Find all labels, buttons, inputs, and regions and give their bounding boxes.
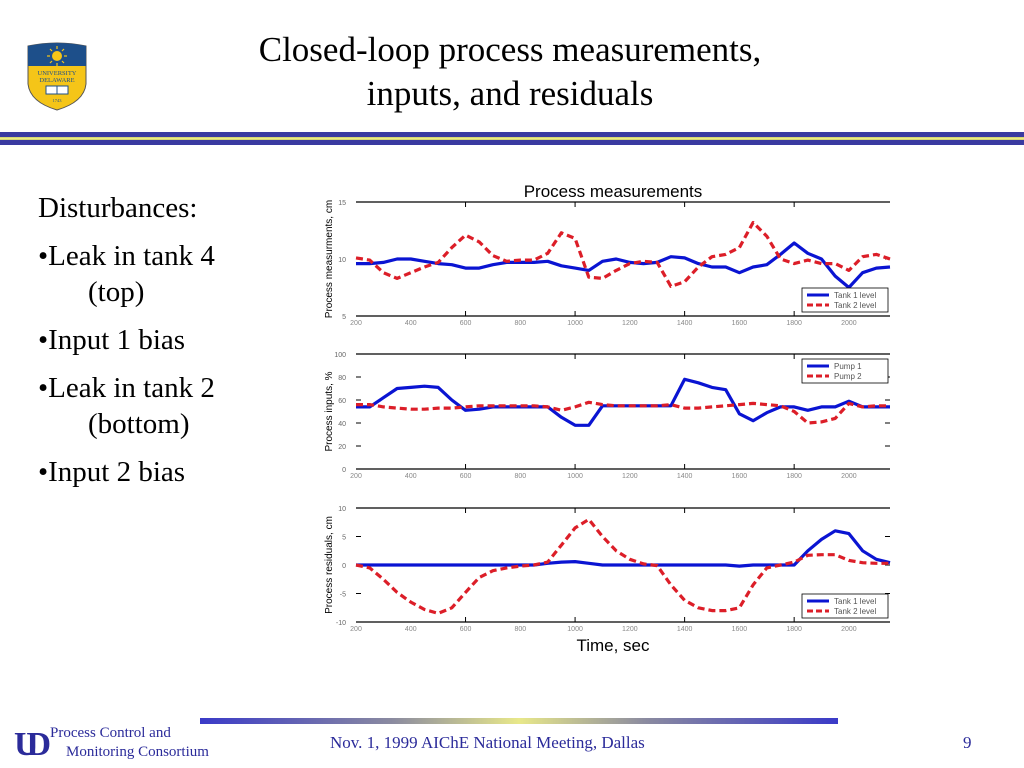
x-tick-label: 600 [460, 626, 472, 633]
x-tick-label: 600 [460, 473, 472, 480]
slide-title: Closed-loop process measurements, inputs… [200, 28, 820, 116]
x-tick-label: 200 [350, 626, 362, 633]
x-tick-label: 2000 [841, 473, 857, 480]
x-tick-label: 1400 [677, 473, 693, 480]
list-item-label: •Input 1 bias [38, 324, 186, 356]
title-line-1: Closed-loop process measurements, [258, 30, 762, 69]
list-heading: Disturbances: [38, 192, 198, 224]
list-item: •Input 1 bias [38, 322, 215, 358]
x-tick-label: 400 [405, 626, 417, 633]
x-tick-label: 200 [350, 320, 362, 327]
y-tick-label: -10 [336, 620, 346, 627]
series-line-tank-2-level [355, 517, 890, 615]
university-of-delaware-shield-icon: UNIVERSITY DELAWARE 1743 [27, 42, 87, 111]
list-item: •Leak in tank 2 (bottom) [38, 370, 215, 442]
y-tick-label: 5 [342, 535, 346, 542]
title-line-2: inputs, and residuals [366, 74, 654, 113]
legend-box [801, 358, 889, 384]
x-tick-label: 1800 [786, 473, 802, 480]
x-tick-label: 1400 [677, 626, 693, 633]
x-tick-label: 1000 [567, 473, 583, 480]
x-tick-label: 800 [514, 626, 526, 633]
list-item-sub: (bottom) [88, 408, 190, 440]
y-tick-label: 15 [338, 200, 346, 207]
x-tick-label: 1800 [786, 320, 802, 327]
footer-organization: Process Control and Monitoring Consortiu… [50, 724, 209, 762]
y-tick-label: 5 [342, 314, 346, 321]
legend-label: Tank 1 level [834, 291, 876, 300]
x-tick-label: 200 [350, 473, 362, 480]
disturbance-list: Disturbances: •Leak in tank 4 (top) •Inp… [38, 190, 215, 490]
y-tick-label: -5 [340, 592, 346, 599]
footer-rule [200, 718, 838, 724]
x-tick-label: 1200 [622, 320, 638, 327]
y-tick-label: 40 [338, 421, 346, 428]
y-axis-label: Process measurments, cm [324, 200, 335, 318]
x-tick-label: 2000 [841, 320, 857, 327]
series-line-pump-2 [356, 400, 890, 425]
x-tick-label: 400 [405, 320, 417, 327]
y-tick-label: 10 [338, 257, 346, 264]
y-axis-label: Process residuals, cm [324, 516, 335, 614]
ud-logo-icon: UD [14, 726, 51, 763]
y-axis-label: Process inputs, % [324, 371, 335, 451]
legend-box [801, 593, 889, 619]
y-tick-label: 60 [338, 398, 346, 405]
y-tick-label: 10 [338, 506, 346, 513]
y-tick-label: 0 [342, 467, 346, 474]
chart-panel-1: 200 400 600 800 1000 1200 1400 1600 1800 2000 5 10 1… [324, 182, 891, 327]
x-tick-label: 1800 [786, 626, 802, 633]
legend-label: Tank 2 level [834, 301, 876, 310]
x-tick-label: 1200 [622, 626, 638, 633]
x-tick-label: 1600 [732, 320, 748, 327]
legend-label: Tank 1 level [834, 597, 876, 606]
list-item: •Leak in tank 4 (top) [38, 238, 215, 310]
svg-text:DELAWARE: DELAWARE [39, 77, 74, 84]
x-tick-label: 800 [514, 473, 526, 480]
logo-year: 1743 [53, 98, 63, 103]
x-tick-label: 1400 [677, 320, 693, 327]
y-tick-label: 80 [338, 375, 346, 382]
y-tick-label: 0 [342, 563, 346, 570]
footer-org-line-2: Monitoring Consortium [66, 744, 209, 760]
legend-label: Pump 2 [834, 372, 862, 381]
footer-meeting: Nov. 1, 1999 AIChE National Meeting, Dal… [330, 733, 645, 752]
list-item-label: •Leak in tank 2 [38, 372, 215, 404]
x-tick-label: 1000 [567, 320, 583, 327]
x-tick-label: 1000 [567, 626, 583, 633]
series-line-tank-1-level [356, 241, 891, 290]
x-tick-label: 2000 [841, 626, 857, 633]
x-tick-label: 1200 [622, 473, 638, 480]
chart-panel-3: 200 400 600 800 1000 1200 1400 1600 1800 2000 -10 -… [324, 506, 891, 655]
list-item: •Input 2 bias [38, 454, 215, 490]
footer-org-line-1: Process Control and [50, 725, 171, 741]
list-item-label: •Input 2 bias [38, 456, 186, 488]
x-tick-label: 1600 [732, 473, 748, 480]
chart-title: Process measurements [524, 182, 703, 201]
series-line-tank-2-level [355, 220, 891, 289]
x-tick-label: 1600 [732, 626, 748, 633]
series-line-pump-1 [356, 377, 890, 427]
y-tick-label: 100 [334, 352, 346, 359]
x-tick-label: 400 [405, 473, 417, 480]
list-item-sub: (top) [88, 276, 145, 308]
legend-label: Pump 1 [834, 362, 862, 371]
header-rule [0, 132, 1024, 145]
page-number: 9 [963, 733, 972, 752]
x-tick-label: 800 [514, 320, 526, 327]
list-item-label: •Leak in tank 4 [38, 240, 215, 272]
series-line-tank-1-level [356, 529, 891, 568]
legend-label: Tank 2 level [834, 607, 876, 616]
process-charts: 200 400 600 800 1000 1200 1400 1600 1800 20005101… [324, 182, 891, 655]
chart-panel-2: 200 400 600 800 1000 1200 1400 1600 1800 2000 0 20 4… [324, 352, 890, 480]
legend-box [801, 287, 889, 313]
x-tick-label: 600 [460, 320, 472, 327]
y-tick-label: 20 [338, 444, 346, 451]
logo-text: UNIVERSITY [38, 70, 77, 77]
x-axis-label: Time, sec [576, 636, 650, 655]
